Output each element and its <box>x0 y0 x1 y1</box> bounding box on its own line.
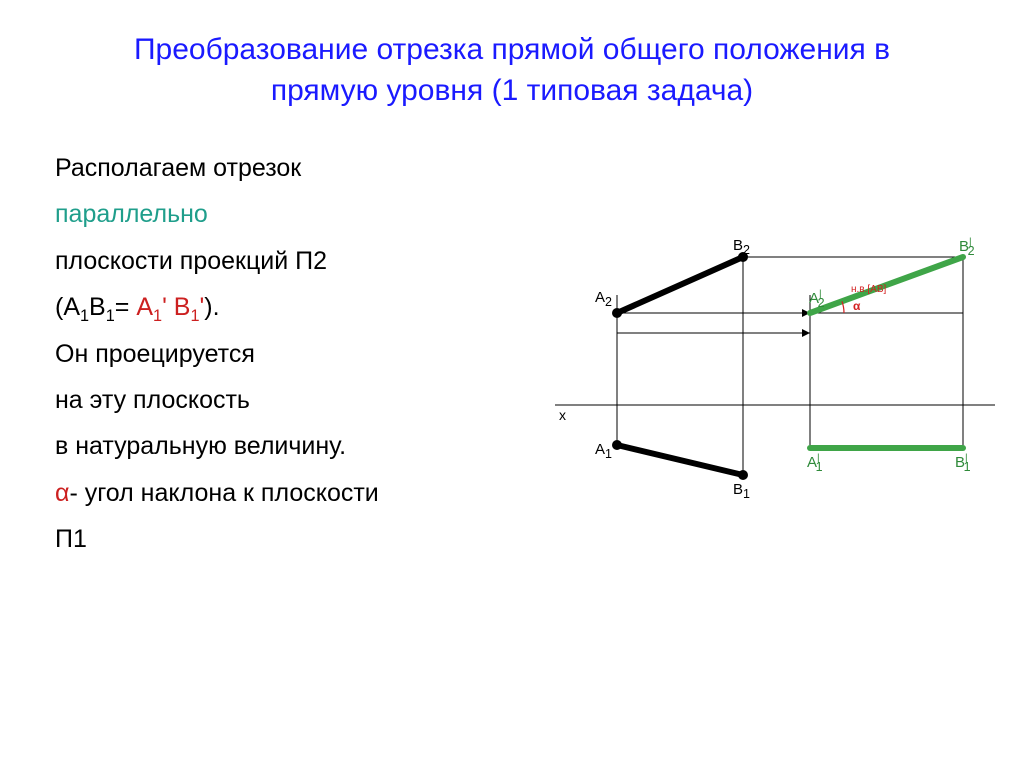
line-3: плоскости проекций П2 <box>55 238 545 284</box>
label-B1: B1 <box>733 481 750 501</box>
body-text: Располагаем отрезок параллельно плоскост… <box>55 145 545 562</box>
line-1: Располагаем отрезок <box>55 145 545 191</box>
annotation-alpha: α <box>853 299 860 313</box>
line-4: (А1В1= А1' В1'). <box>55 284 545 331</box>
slide-root: Преобразование отрезка прямой общего пол… <box>0 0 1024 768</box>
annotation-true-length: н.в.[AB] <box>851 284 886 295</box>
line-2: параллельно <box>55 191 545 237</box>
geometry-diagram: A2 B2 A1 B1 A|2 B|2 A|1 B|1 x н.в.[AB] α <box>555 235 995 515</box>
line-6: на эту плоскость <box>55 377 545 423</box>
label-B1-prime: B|1 <box>955 453 971 474</box>
line-5: Он проецируется <box>55 331 545 377</box>
title-line-1: Преобразование отрезка прямой общего пол… <box>134 33 890 66</box>
line-8: α- угол наклона к плоскости <box>55 470 545 516</box>
label-A2-prime: A|2 <box>809 289 825 310</box>
label-x-axis: x <box>559 407 566 423</box>
label-A1: A1 <box>595 441 612 461</box>
label-B2-prime: B|2 <box>959 237 975 258</box>
title-line-2: прямую уровня (1 типовая задача) <box>271 74 753 107</box>
slide-title: Преобразование отрезка прямой общего пол… <box>40 30 984 111</box>
line-9: П1 <box>55 516 545 562</box>
diagram-svg <box>555 235 995 515</box>
label-A2: A2 <box>595 289 612 309</box>
label-A1-prime: A|1 <box>807 453 823 474</box>
line-7: в натуральную величину. <box>55 423 545 469</box>
label-B2: B2 <box>733 237 750 257</box>
